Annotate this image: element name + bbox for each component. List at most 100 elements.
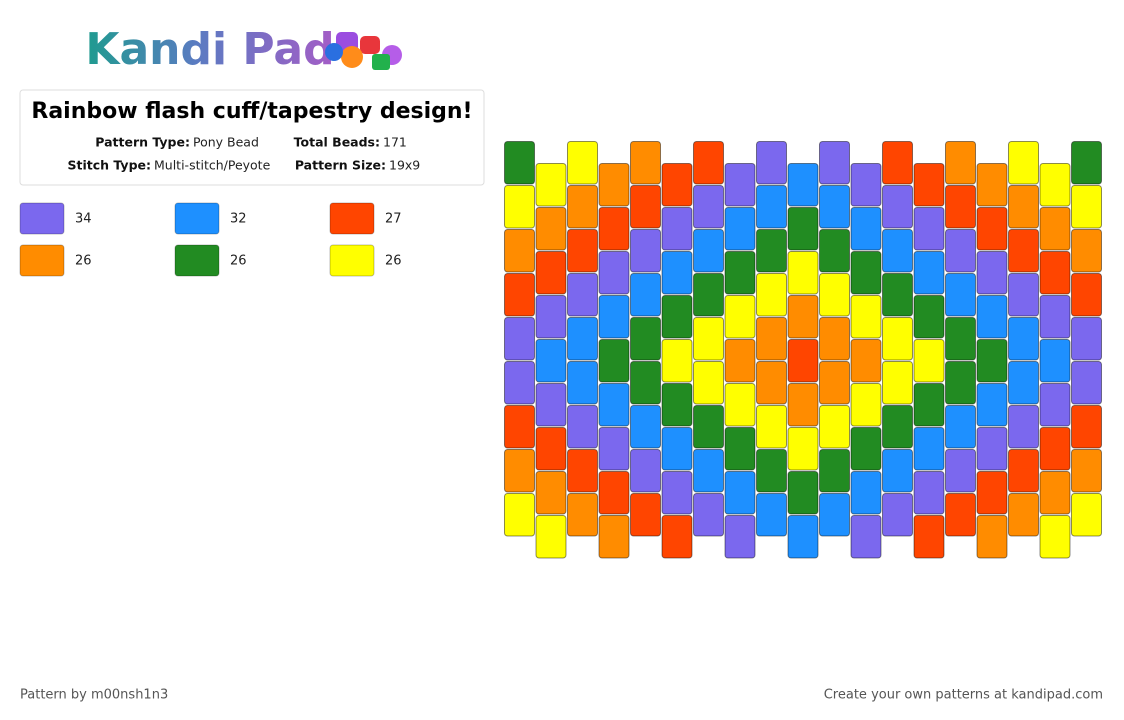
bead (1071, 405, 1102, 449)
bead (850, 295, 882, 339)
bead (913, 339, 945, 383)
bead (630, 273, 661, 317)
bead (535, 295, 567, 339)
bead (598, 339, 630, 383)
bead (945, 361, 976, 405)
legend-count: 27 (385, 212, 402, 227)
bead (661, 471, 693, 515)
bead (913, 251, 945, 295)
value: 171 (383, 135, 407, 150)
bead (598, 163, 630, 207)
bead (882, 229, 913, 273)
legend-swatch (174, 202, 220, 235)
bead (598, 471, 630, 515)
value: Multi-stitch/Peyote (154, 158, 271, 173)
bead (850, 383, 882, 427)
bead (945, 229, 976, 273)
bead (693, 273, 724, 317)
bead (787, 515, 819, 559)
bead (567, 185, 598, 229)
bead (945, 405, 976, 449)
bead (787, 471, 819, 515)
bead (535, 471, 567, 515)
bead (724, 339, 756, 383)
logo[interactable]: Kandi Pad (85, 24, 334, 75)
bead (1039, 163, 1071, 207)
bead (913, 427, 945, 471)
bead (567, 449, 598, 493)
legend-count: 26 (75, 254, 92, 269)
bead (819, 229, 850, 273)
bead (819, 317, 850, 361)
bead (787, 251, 819, 295)
legend-swatch (329, 244, 375, 277)
bead (819, 185, 850, 229)
bead (819, 361, 850, 405)
bead (1039, 339, 1071, 383)
bead (787, 207, 819, 251)
bead (504, 273, 535, 317)
bead (882, 273, 913, 317)
footer-promo[interactable]: Create your own patterns at kandipad.com (824, 688, 1103, 703)
bead (630, 317, 661, 361)
bead (661, 339, 693, 383)
bead (1071, 229, 1102, 273)
bead (976, 471, 1008, 515)
label: Stitch Type: (67, 158, 151, 173)
bead (787, 163, 819, 207)
footer-author: Pattern by m00nsh1n3 (20, 688, 168, 703)
bead (1071, 361, 1102, 405)
bead (504, 405, 535, 449)
bead (598, 427, 630, 471)
bead (567, 273, 598, 317)
bead (693, 449, 724, 493)
bead (661, 251, 693, 295)
legend-swatch (329, 202, 375, 235)
bead (787, 427, 819, 471)
bead (756, 273, 787, 317)
bead (756, 185, 787, 229)
bead (724, 251, 756, 295)
bead (787, 383, 819, 427)
bead (976, 427, 1008, 471)
bead (1071, 317, 1102, 361)
bead (535, 207, 567, 251)
bead (504, 317, 535, 361)
bead (693, 405, 724, 449)
bead-grid (504, 141, 1102, 559)
bead (756, 317, 787, 361)
bead (598, 515, 630, 559)
bead (724, 471, 756, 515)
label: Pattern Size: (295, 158, 386, 173)
legend-swatch (19, 202, 65, 235)
bead (1071, 141, 1102, 185)
bead (976, 295, 1008, 339)
bead (567, 493, 598, 537)
bead (504, 361, 535, 405)
logo-beads (325, 32, 402, 70)
bead (661, 427, 693, 471)
bead (693, 317, 724, 361)
bead (598, 207, 630, 251)
bead (913, 471, 945, 515)
value: 19x9 (389, 158, 420, 173)
bead (630, 141, 661, 185)
bead (598, 383, 630, 427)
bead (945, 141, 976, 185)
bead (850, 427, 882, 471)
legend-swatch (174, 244, 220, 277)
bead (1071, 273, 1102, 317)
bead (1071, 185, 1102, 229)
bead (1008, 493, 1039, 537)
bead (913, 383, 945, 427)
bead (630, 361, 661, 405)
bead (756, 405, 787, 449)
bead (976, 163, 1008, 207)
bead (882, 493, 913, 537)
bead (756, 449, 787, 493)
bead (661, 383, 693, 427)
bead (724, 207, 756, 251)
bead (630, 449, 661, 493)
